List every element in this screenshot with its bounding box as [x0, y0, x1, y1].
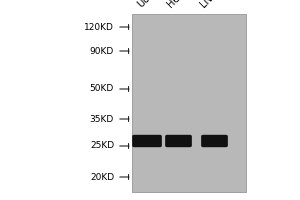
Text: 20KD: 20KD	[90, 172, 114, 182]
Text: 35KD: 35KD	[90, 114, 114, 123]
Bar	[132, 14, 246, 192]
Text: 25KD: 25KD	[90, 142, 114, 150]
Text: Heart: Heart	[165, 0, 192, 9]
Text: 50KD: 50KD	[90, 84, 114, 93]
Text: Liver: Liver	[198, 0, 223, 9]
Text: 90KD: 90KD	[90, 46, 114, 55]
FancyBboxPatch shape	[165, 135, 192, 147]
Text: 120KD: 120KD	[84, 22, 114, 31]
Text: U87: U87	[135, 0, 156, 9]
FancyBboxPatch shape	[201, 135, 228, 147]
FancyBboxPatch shape	[132, 135, 162, 147]
